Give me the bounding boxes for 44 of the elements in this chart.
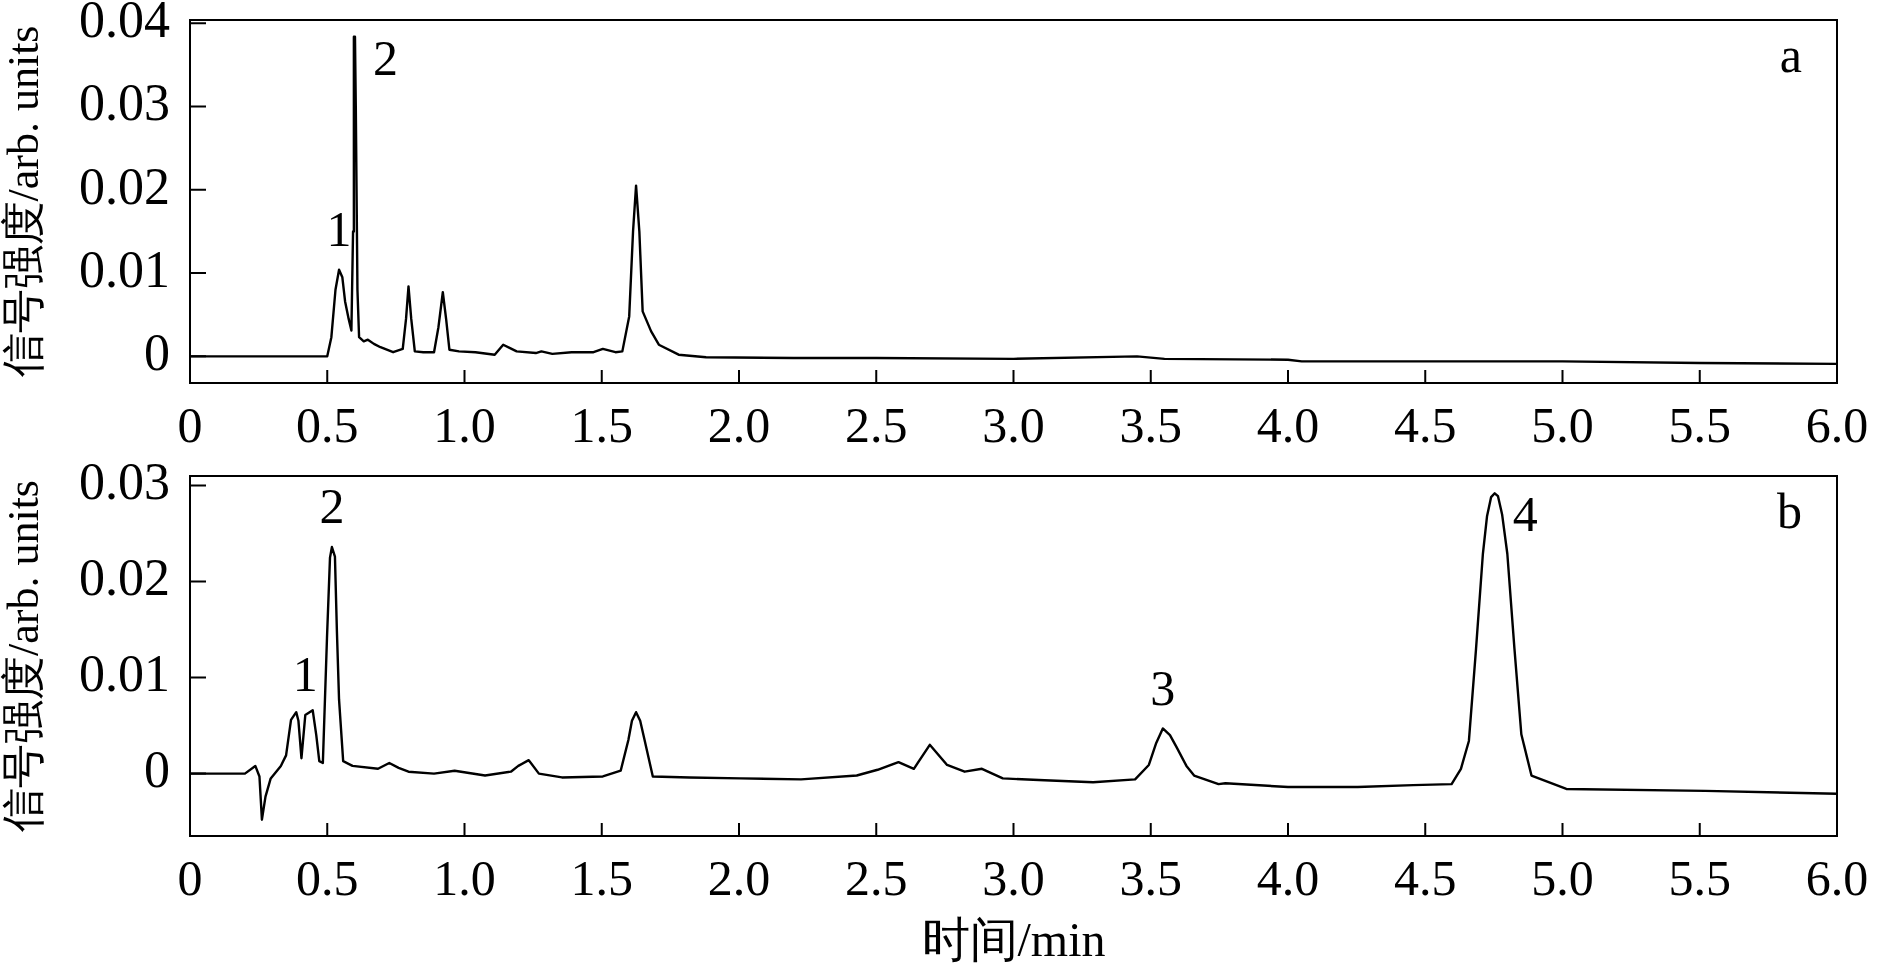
annotation: 1	[326, 200, 352, 257]
annotation: a	[1779, 27, 1802, 84]
annotation: 3	[1150, 659, 1176, 716]
x-tick-label: 3.5	[1119, 850, 1182, 907]
annotation: 2	[372, 29, 398, 86]
x-tick-label: 3.5	[1119, 397, 1182, 454]
y-axis-title: 信号强度/arb. units	[0, 480, 48, 832]
x-tick-label: 5.0	[1531, 850, 1594, 907]
x-tick-label: 3.0	[982, 850, 1045, 907]
y-tick-label: 0	[144, 741, 170, 799]
x-tick-label: 5.0	[1531, 397, 1594, 454]
x-tick-label: 5.5	[1668, 850, 1731, 907]
x-tick-label: 4.0	[1256, 397, 1320, 454]
y-tick-label: 0.03	[79, 74, 170, 132]
y-tick-label: 0.01	[79, 240, 170, 298]
x-tick-label: 4.5	[1394, 850, 1457, 907]
x-tick-label: 0.5	[296, 397, 359, 454]
y-tick-label: 0	[144, 324, 170, 382]
y-tick-label: 0.01	[79, 645, 170, 703]
y-tick-label: 0.02	[79, 549, 170, 607]
x-tick-label: 2.0	[707, 850, 771, 907]
x-tick-label: 1.0	[433, 850, 496, 907]
x-tick-label: 6.0	[1805, 850, 1869, 907]
x-tick-label: 2.0	[707, 397, 771, 454]
x-tick-label: 4.5	[1394, 397, 1457, 454]
x-tick-label: 5.5	[1668, 397, 1731, 454]
x-tick-label: 1.5	[570, 850, 633, 907]
x-tick-label: 3.0	[982, 397, 1045, 454]
x-tick-label: 2.5	[845, 397, 908, 454]
x-tick-label: 1.5	[570, 397, 633, 454]
y-axis-title: 信号强度/arb. units	[0, 25, 48, 378]
y-tick-label: 0.04	[79, 0, 170, 48]
annotation: 2	[319, 478, 345, 535]
y-tick-label: 0.02	[79, 157, 170, 215]
x-tick-label: 1.0	[433, 397, 496, 454]
x-tick-label: 4.0	[1256, 850, 1320, 907]
annotation: b	[1777, 483, 1802, 540]
x-axis-title: 时间/min	[921, 912, 1106, 966]
y-tick-label: 0.03	[79, 453, 170, 511]
x-tick-label: 0.5	[296, 850, 359, 907]
x-tick-label: 6.0	[1805, 397, 1869, 454]
annotation: 1	[292, 646, 318, 703]
x-tick-label: 2.5	[845, 850, 908, 907]
annotation: 4	[1512, 486, 1538, 543]
